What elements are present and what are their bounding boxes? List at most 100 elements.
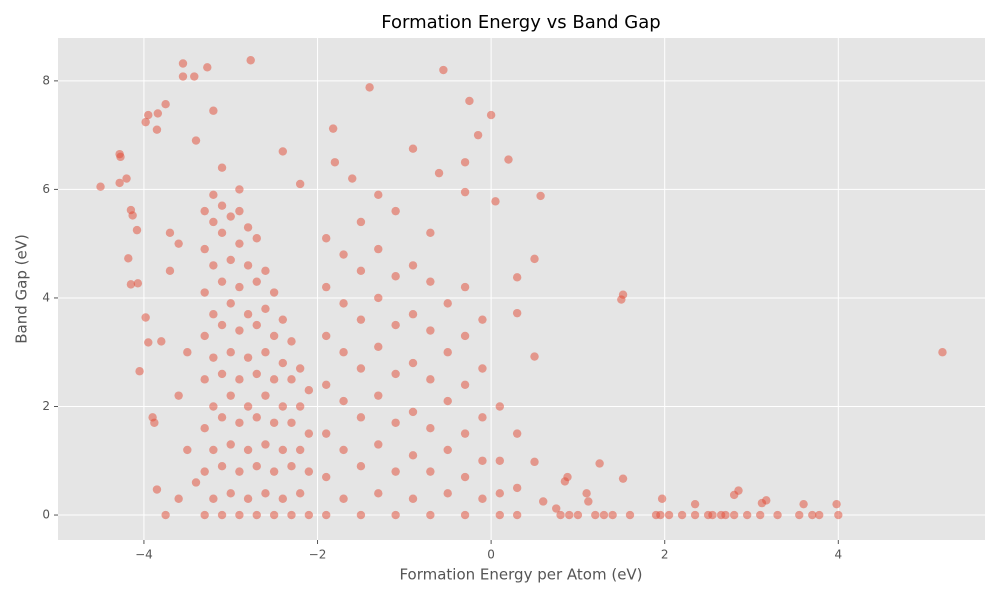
point xyxy=(261,440,270,449)
point xyxy=(755,510,765,520)
point xyxy=(209,310,218,319)
point xyxy=(152,125,162,134)
point xyxy=(677,510,687,520)
point xyxy=(243,445,253,455)
point xyxy=(565,510,574,520)
point xyxy=(269,510,279,520)
point xyxy=(217,228,227,238)
point xyxy=(408,310,418,319)
point xyxy=(664,510,674,520)
point xyxy=(141,313,150,322)
point xyxy=(295,364,305,373)
point xyxy=(209,261,218,270)
point xyxy=(122,174,131,183)
x-tick-label: −2 xyxy=(309,548,327,562)
point xyxy=(295,445,305,455)
point xyxy=(200,467,209,476)
x-tick-label: 2 xyxy=(661,548,669,562)
point xyxy=(815,510,824,520)
x-tick-label: −4 xyxy=(135,548,153,562)
point xyxy=(356,510,366,520)
point xyxy=(295,402,305,411)
point xyxy=(150,418,159,427)
point xyxy=(408,358,418,368)
point xyxy=(443,348,452,357)
point xyxy=(144,338,153,347)
point xyxy=(191,478,201,487)
point xyxy=(252,413,261,422)
point xyxy=(512,273,522,282)
point xyxy=(582,489,591,498)
point xyxy=(339,250,348,259)
point xyxy=(708,510,717,520)
point xyxy=(278,147,288,156)
point xyxy=(165,266,175,276)
point xyxy=(443,445,452,455)
point xyxy=(365,83,374,92)
point xyxy=(426,510,435,520)
point xyxy=(217,277,227,286)
point xyxy=(200,424,209,433)
point xyxy=(504,155,513,164)
point xyxy=(538,497,548,506)
point xyxy=(434,168,444,178)
point xyxy=(460,380,470,389)
point xyxy=(287,375,296,384)
point xyxy=(115,178,124,188)
point xyxy=(141,117,150,127)
point xyxy=(304,386,314,395)
point xyxy=(530,254,539,264)
point xyxy=(243,310,253,319)
point xyxy=(473,130,483,140)
point xyxy=(235,375,244,384)
point xyxy=(217,461,227,471)
point xyxy=(278,358,288,368)
point xyxy=(426,228,435,238)
y-tick-label: 4 xyxy=(42,290,50,304)
point xyxy=(799,499,808,509)
point xyxy=(191,136,201,145)
point xyxy=(174,239,183,248)
point xyxy=(618,474,628,483)
point xyxy=(304,467,314,476)
point xyxy=(729,510,739,520)
point xyxy=(269,375,279,384)
point xyxy=(374,190,383,200)
point xyxy=(200,244,209,254)
point xyxy=(478,494,487,503)
point xyxy=(356,364,366,373)
point xyxy=(226,391,235,400)
point xyxy=(243,494,253,503)
point xyxy=(217,510,227,520)
point xyxy=(126,280,136,289)
point xyxy=(261,266,270,276)
point xyxy=(278,402,288,411)
point xyxy=(426,375,435,384)
point xyxy=(391,510,400,520)
point xyxy=(235,510,244,520)
point xyxy=(269,467,279,476)
point xyxy=(132,225,142,235)
point xyxy=(261,304,270,314)
point xyxy=(339,348,348,357)
y-tick-label: 0 xyxy=(42,508,50,522)
point xyxy=(261,391,270,400)
point xyxy=(408,407,418,417)
point xyxy=(339,445,348,455)
point xyxy=(96,182,105,191)
point xyxy=(478,364,487,373)
point xyxy=(252,461,261,471)
point xyxy=(465,96,474,106)
point xyxy=(226,299,235,308)
point xyxy=(200,510,209,520)
point xyxy=(217,369,227,379)
point xyxy=(834,510,843,520)
point xyxy=(486,110,496,120)
point xyxy=(512,308,522,318)
point xyxy=(261,489,270,498)
point xyxy=(226,212,235,221)
point xyxy=(235,206,244,216)
point xyxy=(235,418,244,427)
point xyxy=(495,456,505,465)
point xyxy=(203,63,212,72)
